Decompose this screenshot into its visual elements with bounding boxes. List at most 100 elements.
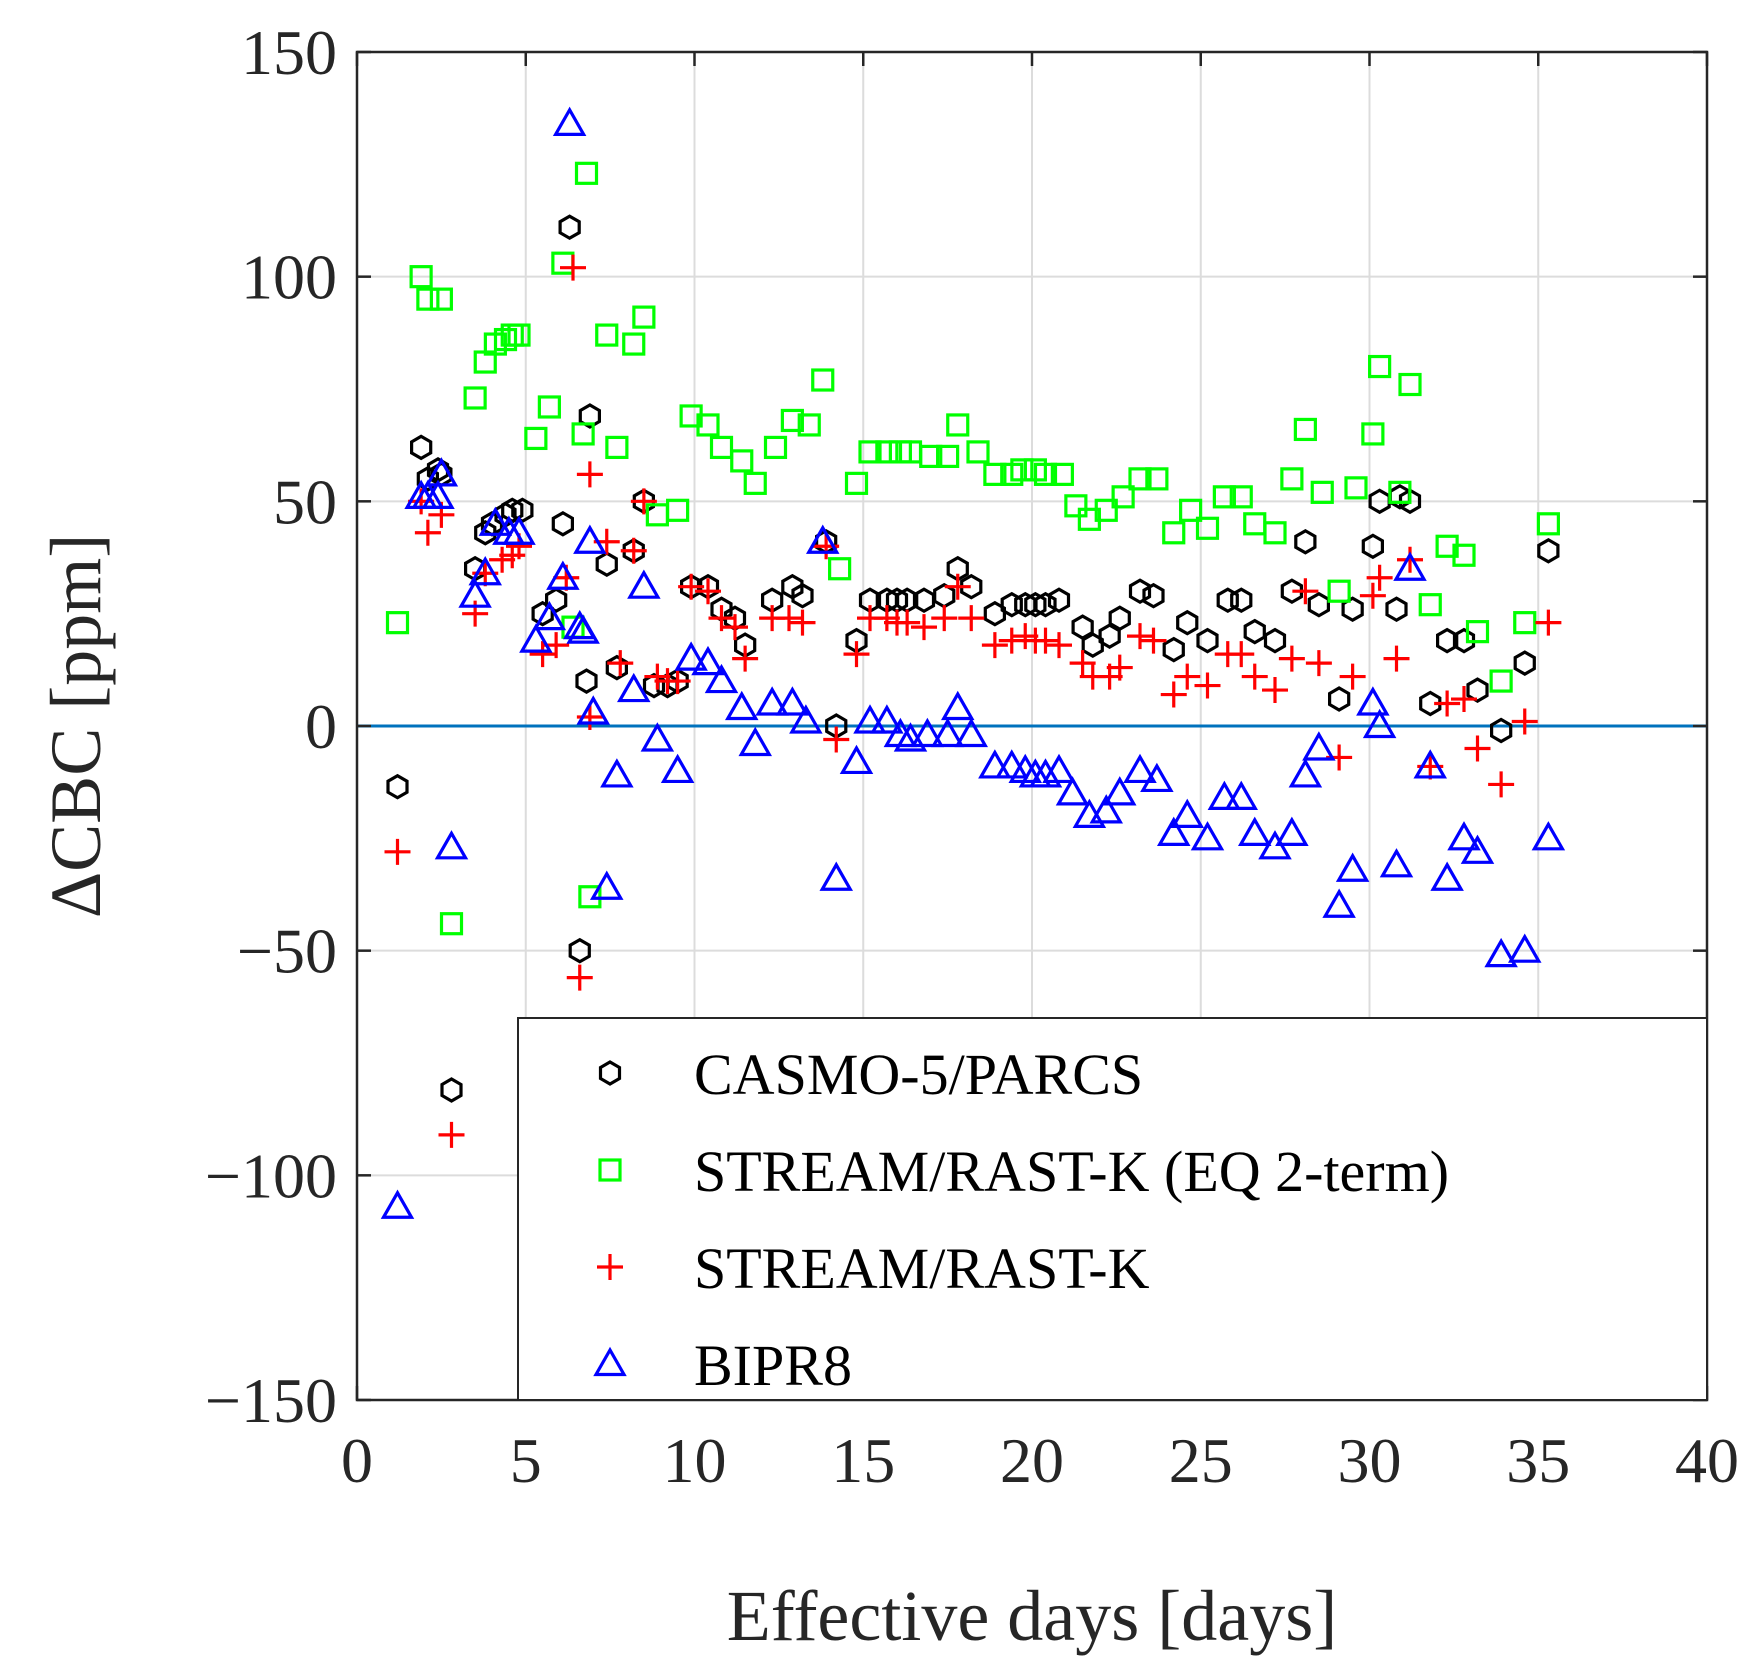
data-point xyxy=(944,573,971,600)
data-point xyxy=(1170,798,1205,828)
data-point xyxy=(511,497,534,524)
data-point xyxy=(1359,582,1386,609)
data-point xyxy=(1292,578,1319,605)
data-point xyxy=(1212,485,1236,509)
data-point xyxy=(1294,528,1317,555)
data-point xyxy=(946,413,970,437)
legend-marker xyxy=(597,1254,623,1280)
data-point xyxy=(574,161,599,185)
data-point xyxy=(1127,623,1153,650)
data-point xyxy=(575,668,598,694)
data-point xyxy=(1536,512,1560,536)
data-point xyxy=(724,690,759,721)
y-tick-label: 100 xyxy=(241,242,337,313)
data-point xyxy=(1207,780,1242,810)
x-tick-label: 30 xyxy=(1338,1425,1402,1496)
data-point xyxy=(1108,605,1131,632)
data-point xyxy=(1393,551,1427,581)
x-tick-label: 5 xyxy=(510,1425,542,1496)
data-point xyxy=(576,461,603,488)
data-point xyxy=(529,641,556,668)
data-point xyxy=(1142,582,1165,609)
data-point xyxy=(1413,749,1448,779)
series-layer xyxy=(380,106,1566,1219)
x-tick-label: 20 xyxy=(1000,1425,1064,1496)
data-point xyxy=(1230,587,1253,614)
data-point xyxy=(458,578,492,608)
data-point xyxy=(1466,677,1489,703)
data-point xyxy=(674,641,708,671)
data-point xyxy=(558,214,581,241)
data-point xyxy=(424,457,459,487)
data-point xyxy=(1280,467,1304,491)
data-point xyxy=(1488,771,1515,798)
data-point xyxy=(1385,596,1408,623)
data-point xyxy=(1174,663,1201,690)
y-tick-label: 0 xyxy=(305,691,337,762)
legend-marker xyxy=(593,1346,627,1377)
data-point xyxy=(1398,372,1422,397)
data-point xyxy=(789,609,816,636)
data-point xyxy=(776,605,802,632)
x-tick-label: 35 xyxy=(1506,1425,1570,1496)
legend-entry: BIPR8 xyxy=(593,1333,852,1398)
data-point xyxy=(1484,937,1518,968)
data-point xyxy=(930,717,965,748)
data-point xyxy=(858,440,882,464)
data-point xyxy=(632,305,656,329)
data-point xyxy=(1327,579,1351,603)
data-point xyxy=(704,663,739,694)
data-point xyxy=(385,611,410,635)
data-point xyxy=(616,672,651,703)
legend-label: STREAM/RAST-K xyxy=(694,1236,1150,1301)
data-point xyxy=(1033,462,1058,486)
data-point xyxy=(936,444,960,468)
data-point xyxy=(1089,794,1124,824)
data-point xyxy=(532,600,567,631)
x-tick-label: 25 xyxy=(1169,1425,1233,1496)
data-point xyxy=(1046,632,1072,659)
data-point xyxy=(468,556,503,586)
data-point xyxy=(1535,609,1562,636)
data-point xyxy=(1162,636,1185,663)
data-point xyxy=(1140,627,1167,654)
data-point xyxy=(1302,731,1336,761)
series-3 xyxy=(384,254,1562,1148)
data-point xyxy=(981,632,1008,659)
data-point xyxy=(1069,650,1096,677)
legend-entry: CASMO-5/PARCS xyxy=(598,1042,1143,1107)
legend-entry: STREAM/RAST-K xyxy=(597,1236,1150,1301)
data-point xyxy=(416,466,439,492)
data-point xyxy=(1293,417,1317,442)
data-point xyxy=(1513,611,1537,635)
data-point xyxy=(410,434,433,461)
data-point xyxy=(666,498,690,522)
data-point xyxy=(870,704,904,734)
data-point xyxy=(1465,620,1490,644)
legend-entries: CASMO-5/PARCS STREAM/RAST-K (EQ 2-term) ST… xyxy=(593,1042,1449,1398)
data-point xyxy=(1179,498,1203,522)
data-point xyxy=(998,627,1025,654)
data-point xyxy=(664,668,691,695)
data-point xyxy=(440,1077,463,1103)
data-point xyxy=(811,368,835,392)
series-2 xyxy=(385,161,1560,936)
data-point xyxy=(1507,933,1542,963)
data-point xyxy=(1513,650,1536,676)
data-point xyxy=(1042,753,1076,784)
data-point xyxy=(620,537,647,564)
data-point xyxy=(828,557,852,581)
data-point xyxy=(1464,735,1491,762)
data-point xyxy=(507,323,531,347)
data-point xyxy=(566,614,600,644)
data-point xyxy=(546,560,580,590)
data-point xyxy=(1356,686,1390,716)
data-point xyxy=(1397,546,1423,573)
legend-marker xyxy=(598,1158,622,1182)
data-point xyxy=(501,497,524,524)
data-point xyxy=(551,510,575,537)
data-point xyxy=(1310,480,1334,504)
data-point xyxy=(1145,467,1169,491)
data-point xyxy=(474,519,497,546)
data-point xyxy=(1322,888,1356,918)
